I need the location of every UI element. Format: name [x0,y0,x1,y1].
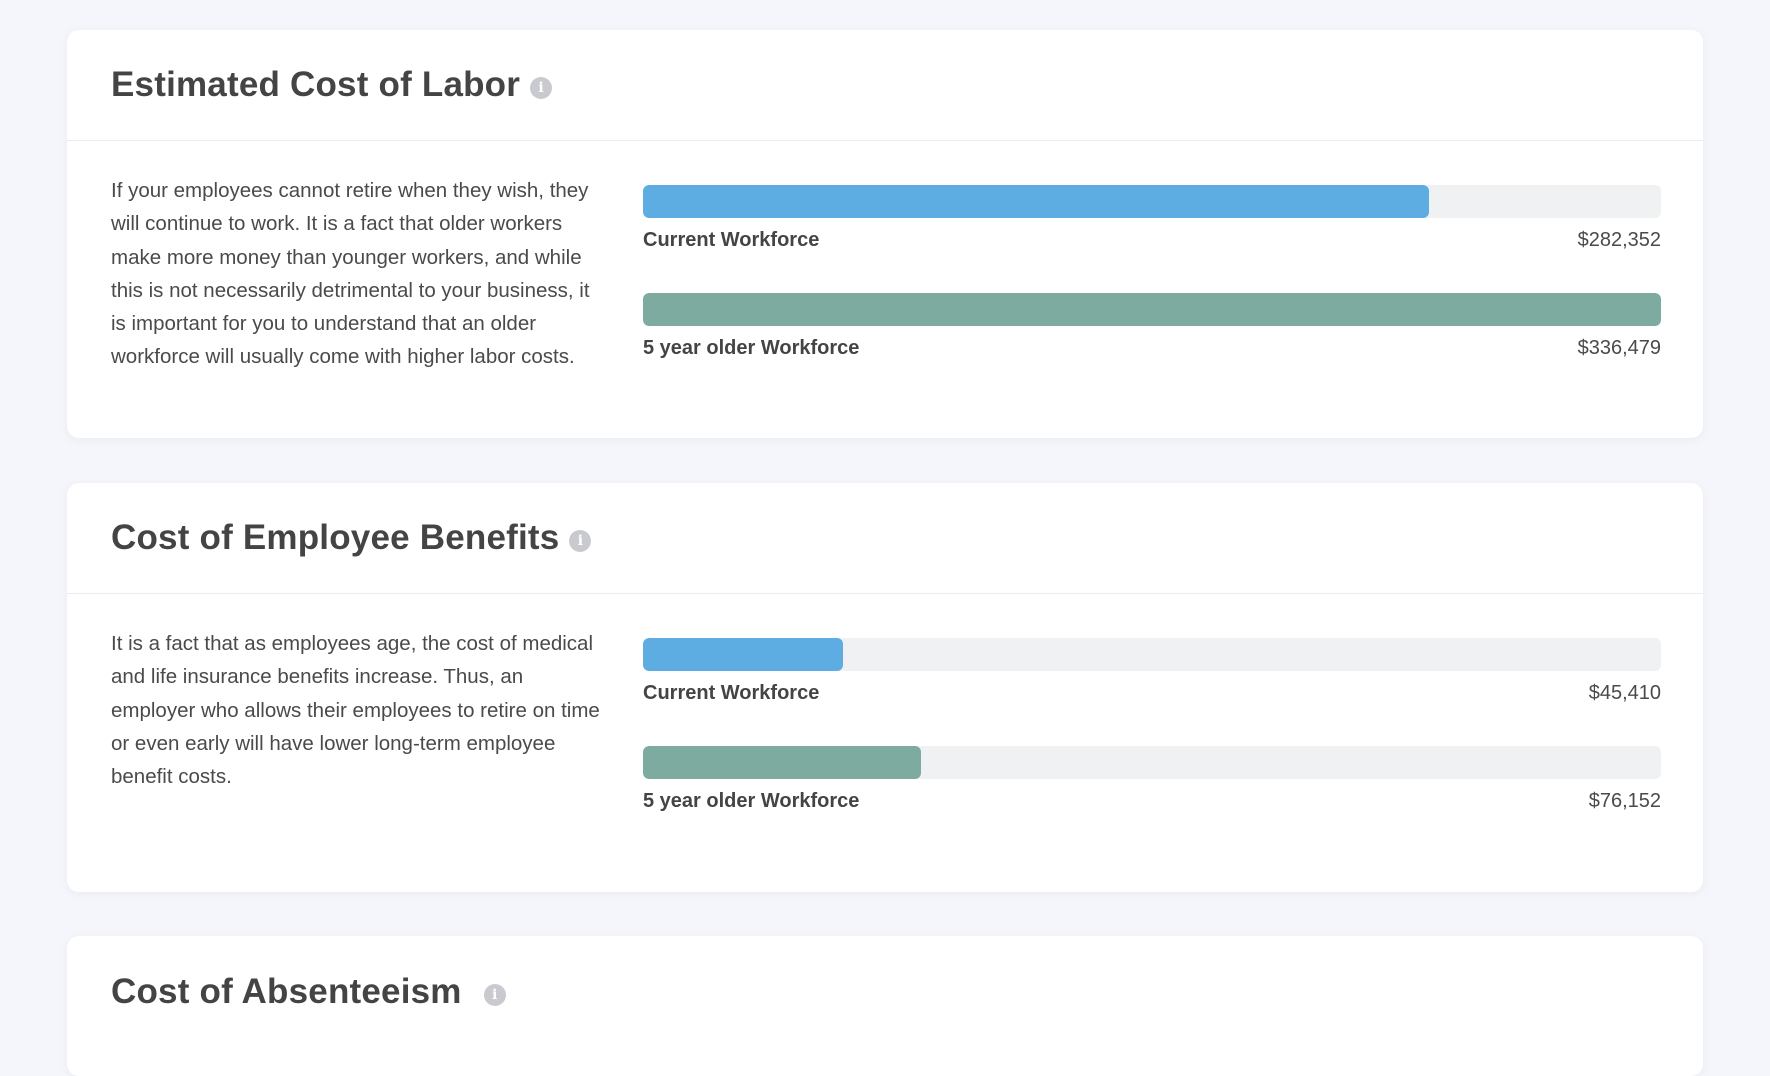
bar-fill-older [643,293,1661,326]
card-title: Estimated Cost of Labor [111,65,521,104]
bar-track [643,638,1661,671]
bar-labels: 5 year older Workforce $336,479 [643,337,1661,360]
info-icon[interactable]: i [483,983,506,1006]
card-description: It is a fact that as employees age, the … [111,632,600,789]
card-header: Estimated Cost of Labor i [67,30,1703,141]
card-title: Cost of Employee Benefits [111,518,560,557]
card-description: If your employees cannot retire when the… [111,179,590,369]
info-icon[interactable]: i [530,77,553,99]
bar-label: Current Workforce [643,682,820,704]
card-title: Cost of Absenteeism [111,971,462,1011]
bar-group: Current Workforce $45,410 5 year older W… [643,594,1661,854]
bar-value: $45,410 [1588,682,1661,704]
bar-current-workforce: Current Workforce $45,410 [643,638,1661,705]
bar-value: $336,479 [1577,337,1661,359]
bar-track [643,185,1661,218]
bar-current-workforce: Current Workforce $282,352 [643,185,1661,252]
absenteeism-cost-card: Cost of Absenteeism i [67,936,1703,1076]
bar-label: 5 year older Workforce [643,790,860,812]
bar-labels: 5 year older Workforce $76,152 [643,790,1661,813]
bar-value: $282,352 [1577,229,1661,251]
bar-labels: Current Workforce $45,410 [643,682,1661,705]
card-header: Cost of Employee Benefits i [67,483,1703,594]
bar-older-workforce: 5 year older Workforce $336,479 [643,293,1661,360]
bar-fill-current [643,638,843,671]
bar-track [643,293,1661,326]
bar-label: Current Workforce [643,229,820,251]
bar-track [643,746,1661,779]
card-header: Cost of Absenteeism i [67,936,1703,1047]
card-body: It is a fact that as employees age, the … [67,594,1703,854]
bar-fill-older [643,746,921,779]
bar-label: 5 year older Workforce [643,337,860,359]
labor-cost-card: Estimated Cost of Labor i If your employ… [67,30,1703,438]
bar-fill-current [643,185,1429,218]
bar-labels: Current Workforce $282,352 [643,229,1661,252]
bar-older-workforce: 5 year older Workforce $76,152 [643,746,1661,813]
info-icon[interactable]: i [569,530,592,552]
benefits-cost-card: Cost of Employee Benefits i It is a fact… [67,483,1703,892]
card-body: If your employees cannot retire when the… [67,141,1703,401]
bar-value: $76,152 [1588,790,1661,812]
bar-group: Current Workforce $282,352 5 year older … [643,141,1661,401]
